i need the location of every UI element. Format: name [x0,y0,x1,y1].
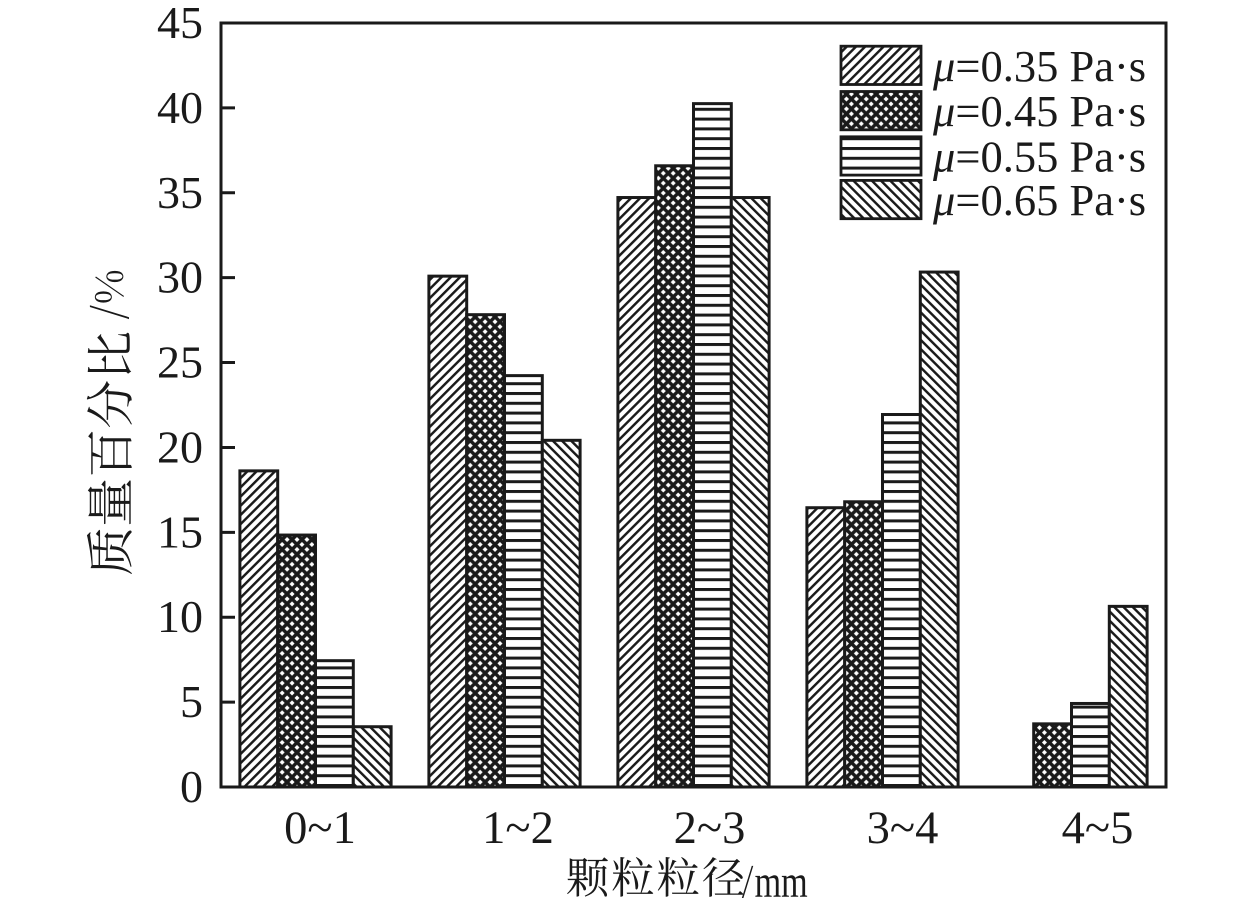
svg-text:4~5: 4~5 [1062,803,1134,854]
svg-text:μ=0.45 Pa·s: μ=0.45 Pa·s [932,86,1146,136]
svg-text:15: 15 [157,506,203,557]
svg-text:1~2: 1~2 [482,803,554,854]
svg-text:10: 10 [157,591,203,642]
svg-text:25: 25 [157,337,203,388]
svg-text:2~3: 2~3 [674,803,746,854]
svg-text:20: 20 [157,421,203,472]
svg-text:35: 35 [157,167,203,218]
svg-text:0: 0 [180,761,203,812]
svg-text:45: 45 [157,0,203,48]
svg-text:μ=0.65 Pa·s: μ=0.65 Pa·s [932,175,1146,225]
svg-text:5: 5 [180,676,203,727]
svg-text:30: 30 [157,252,203,303]
svg-text:μ=0.35 Pa·s: μ=0.35 Pa·s [932,41,1146,91]
svg-text:3~4: 3~4 [867,803,939,854]
svg-text:40: 40 [157,82,203,133]
svg-text:0~1: 0~1 [284,803,356,854]
svg-text:mm: mm [755,856,808,907]
svg-text:μ=0.55 Pa·s: μ=0.55 Pa·s [932,132,1146,182]
